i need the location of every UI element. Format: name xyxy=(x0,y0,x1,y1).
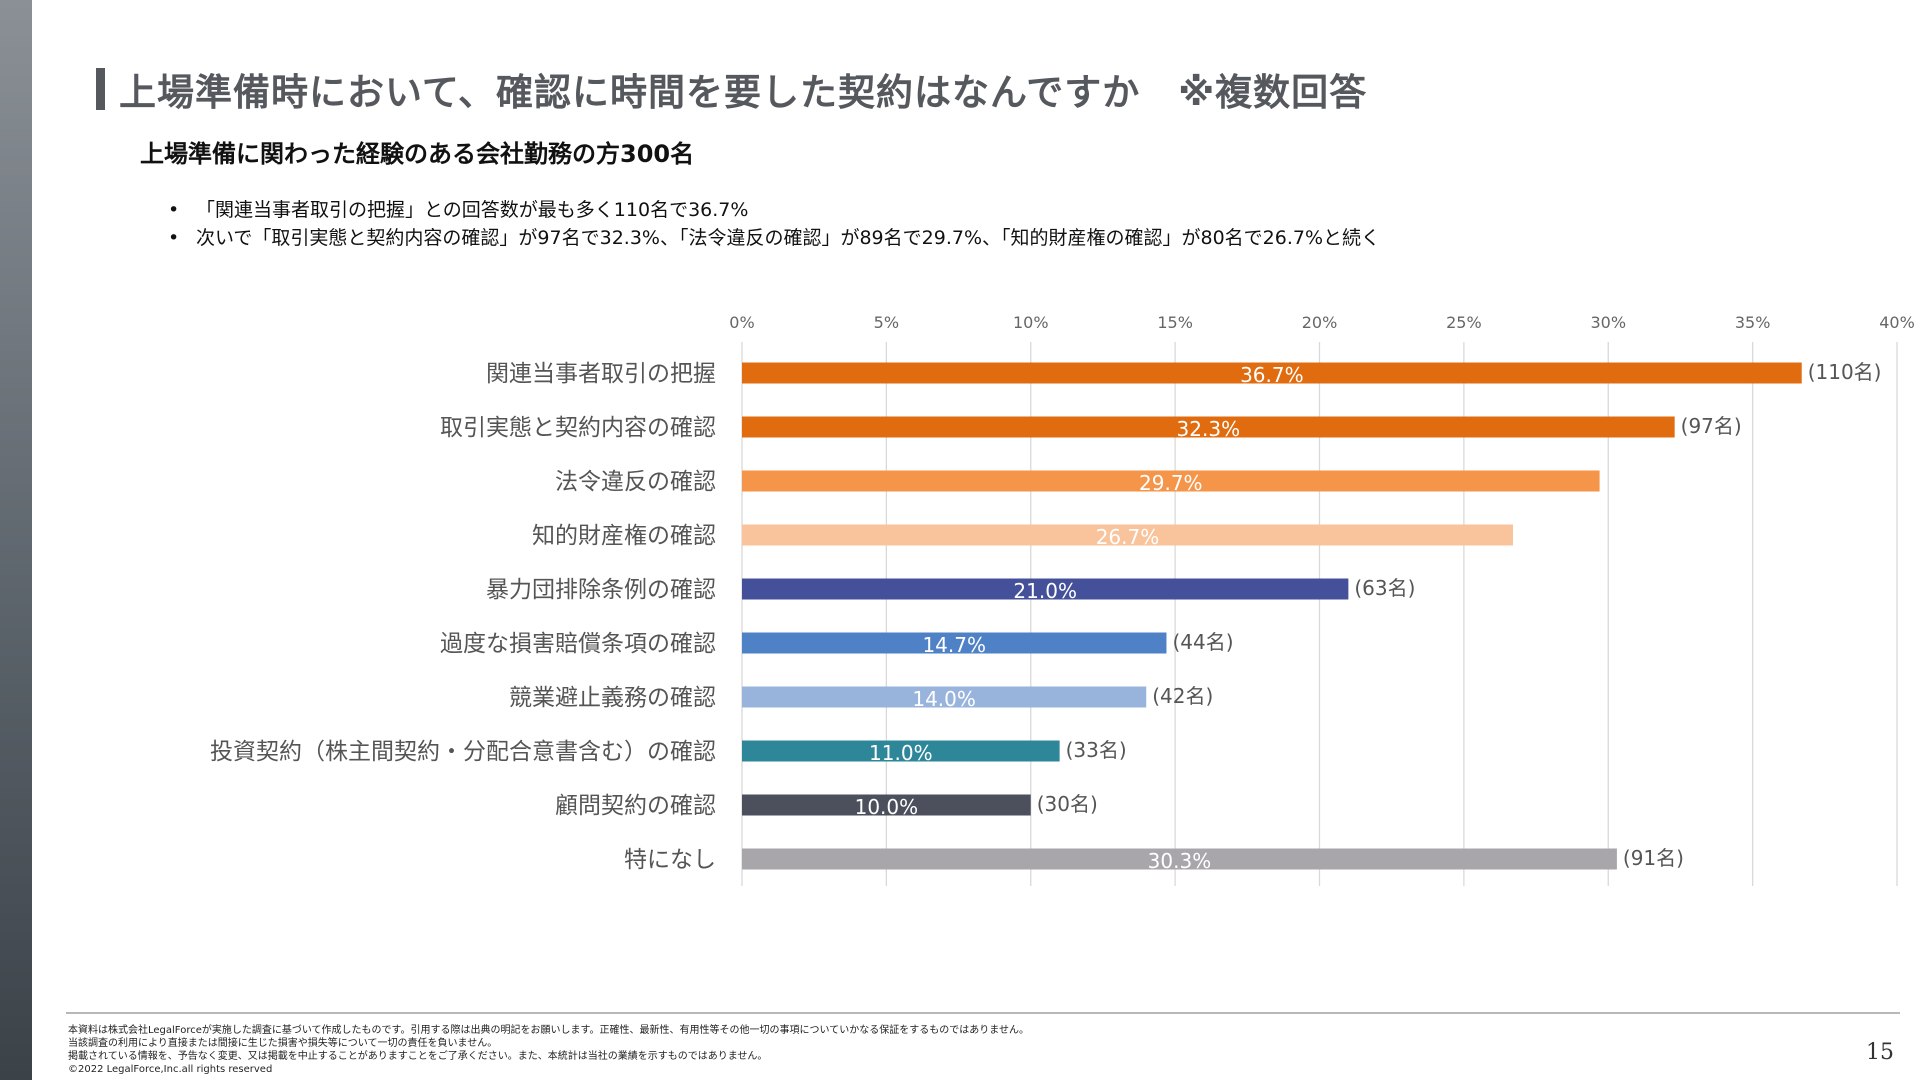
data-label: 32.3% xyxy=(1177,417,1241,441)
category-label: 競業避止義務の確認 xyxy=(509,685,716,711)
data-label: 36.7% xyxy=(1240,363,1304,387)
x-tick-label: 40% xyxy=(1879,313,1915,332)
disclaimer-line: 掲載されている情報を、予告なく変更、又は掲載を中止することがありますことをご了承… xyxy=(68,1051,768,1062)
title-row: 上場準備時において、確認に時間を要した契約はなんですか ※複数回答 xyxy=(96,66,1367,114)
bar xyxy=(742,794,1031,816)
page-number: 15 xyxy=(1866,1040,1894,1065)
data-label: 14.0% xyxy=(912,687,976,711)
category-label: 投資契約（株主間契約・分配合意書含む）の確認 xyxy=(210,739,716,765)
x-tick-label: 30% xyxy=(1590,313,1626,332)
count-label: (30名) xyxy=(1037,792,1098,816)
side-accent-bar xyxy=(0,0,32,1080)
category-label: 過度な損害賠償条項の確認 xyxy=(440,631,716,657)
count-label: (97名) xyxy=(1681,414,1742,438)
data-label: 26.7% xyxy=(1096,525,1160,549)
data-label: 11.0% xyxy=(869,741,933,765)
count-label: (63名) xyxy=(1354,576,1415,600)
category-label: 知的財産権の確認 xyxy=(532,523,716,549)
data-label: 29.7% xyxy=(1139,471,1203,495)
page-title: 上場準備時において、確認に時間を要した契約はなんですか ※複数回答 xyxy=(119,71,1368,114)
x-tick-label: 10% xyxy=(1013,313,1049,332)
footer-disclaimer: 本資料は株式会社LegalForceが実施した調査に基づいて作成したものです。引… xyxy=(68,1024,1029,1076)
data-label: 14.7% xyxy=(922,633,986,657)
category-label: 関連当事者取引の把握 xyxy=(486,361,716,387)
bar xyxy=(742,686,1147,708)
bar xyxy=(742,416,1675,438)
disclaimer-line: 当該調査の利用により直接または間接に生じた損害や損失等について一切の責任を負いま… xyxy=(68,1038,498,1049)
data-label: 10.0% xyxy=(855,795,919,819)
count-label: (33名) xyxy=(1066,738,1127,762)
bar xyxy=(742,632,1167,654)
bar xyxy=(742,848,1617,870)
summary-bullet: 「関連当事者取引の把握」との回答数が最も多く110名で36.7% xyxy=(168,196,1380,224)
bar-chart: 0% 5% 10% 15% 20% 25% 30% 35% 40% 関連当事者取引の把握 36.7%… xyxy=(210,313,1915,886)
summary-bullet: 次いで「取引実態と契約内容の確認」が97名で32.3%、「法令違反の確認」が89… xyxy=(168,224,1380,252)
bar xyxy=(742,362,1802,384)
footer-divider xyxy=(66,1012,1900,1014)
category-label: 暴力団排除条例の確認 xyxy=(486,577,716,603)
count-label: (44名) xyxy=(1172,630,1233,654)
category-label: 法令違反の確認 xyxy=(555,469,716,495)
x-tick-label: 35% xyxy=(1735,313,1771,332)
bar xyxy=(742,578,1349,600)
disclaimer-line: 本資料は株式会社LegalForceが実施した調査に基づいて作成したものです。引… xyxy=(68,1025,1029,1036)
count-label: (110名) xyxy=(1808,360,1882,384)
bar xyxy=(742,470,1600,492)
count-label: (91名) xyxy=(1623,846,1684,870)
bar xyxy=(742,524,1513,546)
count-label: (42名) xyxy=(1152,684,1213,708)
x-tick-label: 25% xyxy=(1446,313,1482,332)
summary-bullets: 「関連当事者取引の把握」との回答数が最も多く110名で36.7% 次いで「取引実… xyxy=(168,196,1380,252)
copyright: ©2022 LegalForce,Inc.all rights reserved xyxy=(68,1064,273,1075)
page-subtitle: 上場準備に関わった経験のある会社勤務の方300名 xyxy=(140,140,695,168)
category-label: 顧問契約の確認 xyxy=(555,793,716,819)
category-label: 取引実態と契約内容の確認 xyxy=(440,415,716,441)
bar xyxy=(742,740,1060,762)
x-tick-label: 0% xyxy=(729,313,754,332)
category-label: 特になし xyxy=(624,847,716,873)
data-label: 30.3% xyxy=(1148,849,1212,873)
x-tick-label: 5% xyxy=(874,313,899,332)
x-tick-label: 15% xyxy=(1157,313,1193,332)
x-tick-label: 20% xyxy=(1302,313,1338,332)
title-marker xyxy=(96,68,105,110)
data-label: 21.0% xyxy=(1013,579,1077,603)
